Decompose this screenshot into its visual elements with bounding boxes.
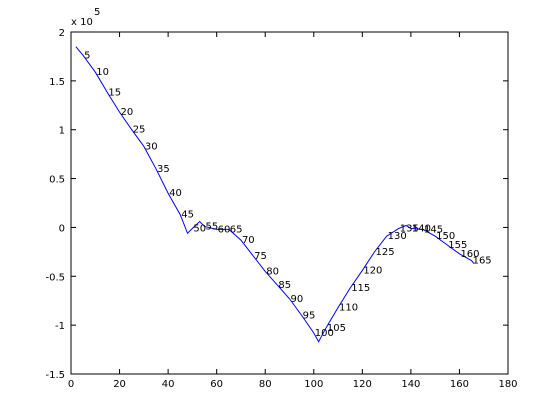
x-tick-label: 140 — [401, 379, 420, 390]
point-label: 120 — [363, 265, 382, 276]
point-label: 45 — [181, 210, 194, 221]
x-tick-label: 100 — [304, 379, 323, 390]
point-label: 85 — [278, 280, 291, 291]
point-label: 115 — [351, 283, 370, 294]
x-tick-label: 60 — [210, 379, 223, 390]
point-label: 75 — [254, 251, 267, 262]
point-label: 140 — [412, 223, 431, 234]
point-label: 90 — [291, 294, 304, 305]
y-tick-label: 1.5 — [49, 77, 65, 88]
point-label: 65 — [230, 224, 243, 235]
point-label: 135 — [400, 223, 419, 234]
point-label: 125 — [375, 247, 394, 258]
y-multiplier-base: x 10 — [71, 17, 93, 28]
point-label: 25 — [133, 125, 146, 136]
point-label: 35 — [157, 164, 170, 175]
point-label: 15 — [108, 88, 121, 99]
point-label: 20 — [121, 107, 134, 118]
y-tick-label: 0 — [59, 223, 65, 234]
point-label: 55 — [206, 221, 219, 232]
plot-box — [70, 31, 509, 375]
x-tick-label: 120 — [353, 379, 372, 390]
point-label: 60 — [218, 224, 231, 235]
point-label: 150 — [436, 231, 455, 242]
point-label: 5 — [84, 50, 90, 61]
data-line — [75, 46, 475, 343]
point-label: 40 — [169, 188, 182, 199]
point-label: 130 — [388, 231, 407, 242]
point-label: 145 — [424, 224, 443, 235]
y-tick-label: -1 — [55, 321, 65, 332]
y-tick-label: 0.5 — [49, 175, 65, 186]
point-label: 10 — [96, 67, 109, 78]
x-tick-label: 20 — [113, 379, 126, 390]
point-label: 160 — [460, 249, 479, 260]
y-tick-label: 1 — [59, 126, 65, 137]
y-tick-label: -0.5 — [45, 272, 65, 283]
x-tick-label: 160 — [450, 379, 469, 390]
point-label: 30 — [145, 141, 158, 152]
point-label: 110 — [339, 303, 358, 314]
point-label: 100 — [315, 328, 334, 339]
point-label: 165 — [473, 256, 492, 267]
y-multiplier-exponent: 5 — [94, 7, 100, 18]
y-tick-label: -1.5 — [45, 370, 65, 381]
point-label: 80 — [266, 266, 279, 277]
point-label: 105 — [327, 323, 346, 334]
x-tick-label: 0 — [68, 379, 74, 390]
point-label: 50 — [193, 223, 206, 234]
x-tick-label: 80 — [259, 379, 272, 390]
x-tick-label: 40 — [162, 379, 175, 390]
point-label: 70 — [242, 235, 255, 246]
point-label: 155 — [448, 240, 467, 251]
x-tick-label: 180 — [498, 379, 517, 390]
point-label: 95 — [303, 310, 316, 321]
y-tick-label: 2 — [59, 28, 65, 39]
